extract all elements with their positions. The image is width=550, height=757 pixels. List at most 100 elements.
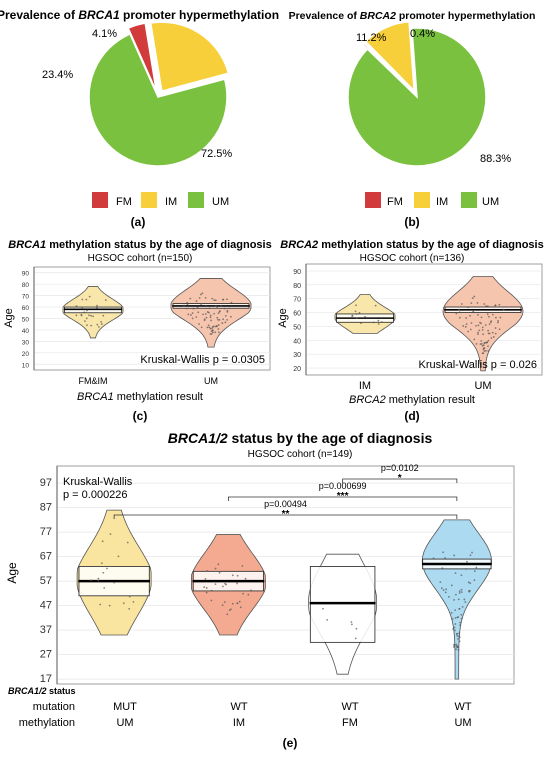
e-data-point bbox=[459, 624, 462, 627]
c-data-point bbox=[198, 323, 200, 325]
pie-a-label-um: 72.5% bbox=[201, 148, 232, 160]
e-ytick-label: 97 bbox=[40, 477, 52, 489]
c-data-point bbox=[217, 324, 220, 326]
e-data-point bbox=[97, 577, 100, 580]
d-data-point bbox=[502, 308, 505, 311]
e-data-point bbox=[450, 611, 453, 614]
legend-b-im-label: IM bbox=[436, 196, 448, 208]
c-data-point bbox=[206, 326, 209, 329]
legend-a-im-swatch bbox=[141, 192, 157, 208]
pie-a-label-fm: 4.1% bbox=[92, 28, 117, 40]
e-data-point bbox=[355, 627, 358, 630]
violin-c-annotation: Kruskal-Wallis p = 0.0305 bbox=[140, 354, 265, 366]
pie-b-label-um: 88.3% bbox=[480, 153, 511, 165]
c-data-point bbox=[216, 306, 218, 309]
mutation-cell-4: WT bbox=[454, 701, 471, 713]
e-data-point bbox=[230, 608, 232, 611]
c-ytick-label: 90 bbox=[22, 271, 30, 278]
c-data-point bbox=[211, 297, 214, 300]
panel-e: BRCA1/2 status by the age of diagnosis H… bbox=[5, 430, 515, 750]
c-ytick-label: 20 bbox=[22, 351, 30, 358]
e-data-point bbox=[203, 586, 206, 588]
d-data-point bbox=[372, 321, 375, 324]
pie-a-label-im: 23.4% bbox=[42, 69, 73, 81]
significance-stars-1: * bbox=[398, 473, 402, 484]
d-data-point bbox=[458, 308, 460, 311]
c-data-point bbox=[218, 331, 220, 334]
c-data-point bbox=[102, 314, 105, 317]
c-data-point bbox=[92, 315, 94, 318]
pie-a-slice-um bbox=[88, 32, 228, 167]
c-data-point bbox=[190, 314, 192, 316]
c-data-point bbox=[208, 307, 211, 310]
e-data-point bbox=[460, 574, 463, 577]
c-data-point bbox=[200, 326, 203, 329]
c-data-point bbox=[218, 310, 221, 312]
d-data-point bbox=[377, 323, 380, 325]
c-data-point bbox=[213, 299, 216, 302]
c-data-point bbox=[198, 297, 201, 299]
violin-c-title: BRCA1 methylation status by the age of d… bbox=[8, 239, 271, 251]
d-data-point bbox=[374, 304, 377, 307]
c-data-point bbox=[202, 313, 204, 316]
c-ytick-label: 40 bbox=[22, 328, 30, 335]
e-data-point bbox=[450, 584, 453, 587]
e-data-point bbox=[205, 587, 208, 589]
e-data-point bbox=[224, 582, 226, 585]
c-data-point bbox=[186, 301, 189, 304]
c-data-point bbox=[86, 324, 88, 327]
c-data-point bbox=[216, 316, 219, 319]
e-ytick-label: 77 bbox=[40, 526, 52, 538]
e-data-point bbox=[471, 551, 473, 554]
d-data-point bbox=[488, 332, 491, 335]
significance-bracket-1 bbox=[342, 478, 458, 483]
d-data-point bbox=[470, 302, 473, 304]
c-ytick-label: 50 bbox=[22, 317, 30, 324]
d-data-point bbox=[355, 313, 358, 315]
e-data-point bbox=[452, 628, 455, 630]
c-data-point bbox=[187, 313, 190, 316]
e-data-point bbox=[100, 562, 103, 565]
e-data-point bbox=[442, 589, 445, 592]
e-data-point bbox=[444, 557, 446, 559]
e-data-point bbox=[456, 644, 458, 647]
c-data-point bbox=[211, 327, 213, 330]
d-ytick-label: 40 bbox=[293, 338, 301, 345]
violin-e-ylabel: Age bbox=[5, 562, 19, 584]
pie-b-label-fm: 0.4% bbox=[410, 28, 435, 40]
e-data-point bbox=[457, 638, 459, 640]
c-data-point bbox=[205, 316, 208, 319]
e-data-point bbox=[457, 616, 460, 619]
e-data-point bbox=[218, 571, 221, 574]
d-data-point bbox=[358, 311, 361, 314]
e-data-point bbox=[214, 567, 217, 570]
c-data-point bbox=[208, 326, 211, 329]
c-data-point bbox=[75, 305, 78, 308]
d-data-point bbox=[470, 322, 473, 324]
c-data-point bbox=[230, 315, 232, 318]
c-data-point bbox=[85, 298, 88, 301]
e-data-point bbox=[126, 541, 129, 544]
e-data-point bbox=[453, 554, 456, 557]
e-data-point bbox=[473, 579, 476, 581]
mutation-cell-2: WT bbox=[230, 701, 247, 713]
c-data-point bbox=[214, 305, 217, 307]
c-data-point bbox=[81, 298, 84, 301]
c-data-point bbox=[226, 311, 229, 313]
c-data-point bbox=[96, 304, 98, 307]
d-data-point bbox=[471, 297, 474, 300]
d-ytick-label: 50 bbox=[293, 324, 301, 331]
e-data-point bbox=[326, 618, 329, 621]
significance-p-label-1: p=0.0102 bbox=[381, 463, 419, 473]
panel-b-label: (b) bbox=[404, 215, 419, 229]
violin-c-plot: 10 20 30 40 50 60 70 80 90 FM&IM UM bbox=[22, 266, 271, 386]
c-data-point bbox=[217, 312, 220, 315]
e-data-point bbox=[455, 593, 457, 596]
d-data-point bbox=[462, 325, 465, 327]
e-data-point bbox=[457, 649, 460, 651]
e-data-point bbox=[455, 648, 458, 651]
e-data-point bbox=[236, 582, 238, 585]
pie-b-title: Prevalence of BRCA2 promoter hypermethyl… bbox=[289, 10, 536, 22]
e-ytick-label: 57 bbox=[40, 575, 52, 587]
